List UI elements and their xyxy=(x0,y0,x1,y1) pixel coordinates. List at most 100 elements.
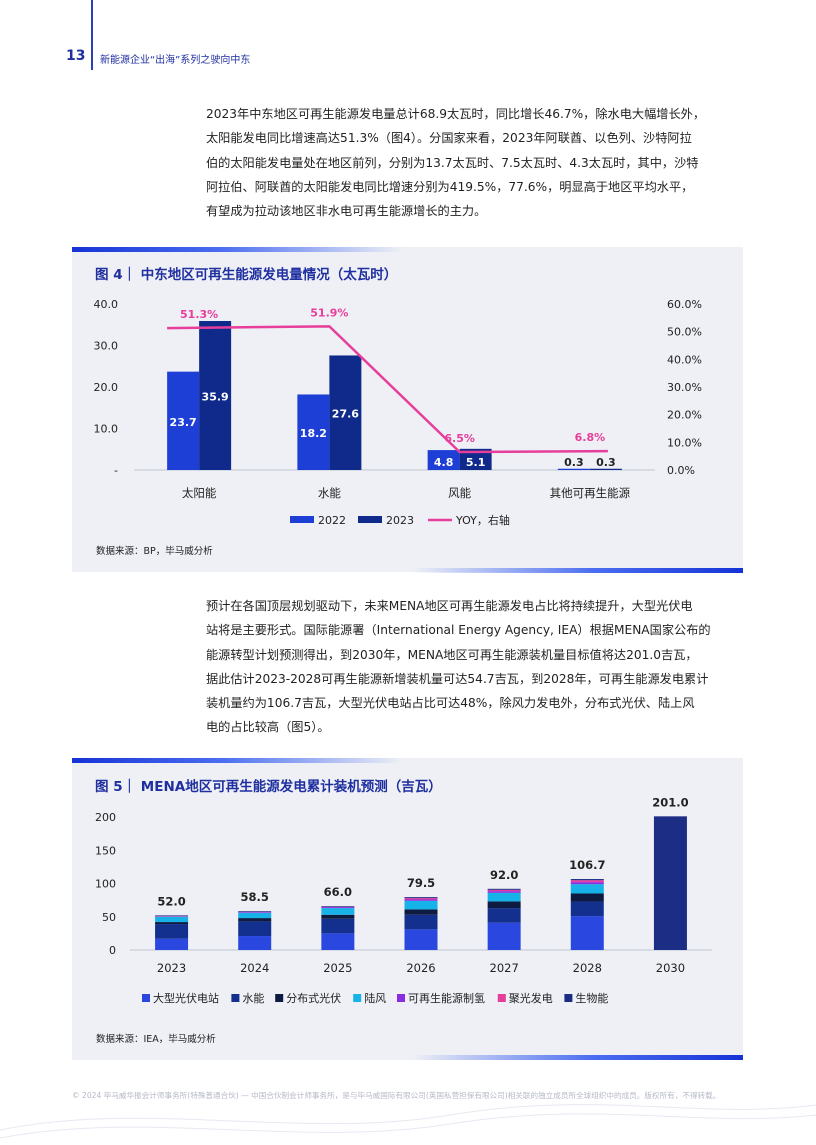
stack-segment-陆风 xyxy=(321,908,355,915)
bar-2023 xyxy=(589,468,622,470)
y2-tick-label: 10.0% xyxy=(667,436,702,449)
legend-label: 水能 xyxy=(242,991,264,1005)
x-category-label: 风能 xyxy=(448,486,471,500)
bar-2023 xyxy=(199,321,232,470)
paragraph-line: 伯的太阳能发电量处在地区前列，分别为13.7太瓦时、7.5太瓦时、4.3太瓦时，… xyxy=(206,155,699,170)
paragraph-2: 预计在各国顶层规划驱动下，未来MENA地区可再生能源发电占比将持续提升，大型光伏… xyxy=(206,594,742,740)
x-category-label: 水能 xyxy=(318,486,341,500)
stack-segment-生物能 xyxy=(570,879,604,881)
legend-label: 大型光伏电站 xyxy=(153,991,219,1005)
stack-segment-陆风 xyxy=(570,884,604,894)
stack-segment-分布式光伏 xyxy=(487,901,521,909)
x-category-label: 其他可再生能源 xyxy=(550,486,631,500)
total-label: 106.7 xyxy=(569,858,605,872)
legend-swatch xyxy=(353,994,362,1002)
legend-label: 陆风 xyxy=(364,991,386,1005)
bar-value-label: 35.9 xyxy=(202,391,229,404)
paragraph-1: 2023年中东地区可再生能源发电量总计68.9太瓦时，同比增长46.7%，除水电… xyxy=(206,102,742,223)
y-tick-label: 10.0 xyxy=(94,423,119,436)
x-category-label: 2024 xyxy=(240,961,269,975)
y2-tick-label: 50.0% xyxy=(667,326,702,339)
legend-swatch xyxy=(231,994,240,1002)
x-category-label: 2023 xyxy=(157,961,186,975)
stack-segment-生物能 xyxy=(238,911,272,912)
figure5-bottom-accent xyxy=(413,1055,743,1060)
stack-segment-大型光伏电站 xyxy=(321,933,355,950)
stack-segment-大型光伏电站 xyxy=(570,916,604,950)
total-label: 79.5 xyxy=(407,876,435,890)
y-tick-label: 50 xyxy=(102,911,116,924)
stack-segment-生物能 xyxy=(404,897,438,899)
legend-label-2022: 2022 xyxy=(318,514,346,527)
paragraph-line: 有望成为拉动该地区非水电可再生能源增长的主力。 xyxy=(206,204,487,219)
x-category-label: 2026 xyxy=(406,961,435,975)
figure5-top-accent xyxy=(72,758,402,763)
total-label: 92.0 xyxy=(490,868,518,882)
bar-2022 xyxy=(167,371,200,470)
figure5-source: 数据来源：IEA，毕马威分析 xyxy=(96,1034,216,1045)
y2-tick-label: 30.0% xyxy=(667,381,702,394)
stack-segment-水能 xyxy=(487,908,521,923)
paragraph-line: 能源转型计划预测得出，到2030年，MENA地区可再生能源装机量目标值将达201… xyxy=(206,647,698,662)
legend-label-yoy: YOY，右轴 xyxy=(455,513,510,527)
stack-segment-生物能 xyxy=(321,906,355,907)
stack-segment-水能 xyxy=(238,921,272,937)
y-tick-label: 0 xyxy=(109,944,116,957)
figure5-title: 图 5｜ MENA地区可再生能源发电累计装机预测（吉瓦） xyxy=(95,779,442,795)
legend-label-2023: 2023 xyxy=(386,514,414,527)
x-category-label: 太阳能 xyxy=(182,486,217,500)
stack-segment-水能 xyxy=(155,924,189,939)
header-rule xyxy=(91,0,93,70)
stack-segment-大型光伏电站 xyxy=(238,936,272,950)
legend-swatch xyxy=(142,994,150,1002)
stack-segment-分布式光伏 xyxy=(238,918,272,922)
paragraph-line: 太阳能发电同比增速高达51.3%（图4）。分国家来看，2023年阿联酋、以色列、… xyxy=(206,131,692,146)
yoy-data-label: 6.5% xyxy=(444,432,475,445)
stack-segment-生物能 xyxy=(487,888,521,890)
legend-label: 可再生能源制氢 xyxy=(408,991,485,1005)
paragraph-line: 预计在各国顶层规划驱动下，未来MENA地区可再生能源发电占比将持续提升，大型光伏… xyxy=(206,599,693,613)
stack-segment-分布式光伏 xyxy=(155,922,189,925)
figure4-title: 图 4｜ 中东地区可再生能源发电量情况（太瓦时） xyxy=(95,267,398,283)
figure4-chart: - 10.0 20.0 30.0 40.0 0.0% 10.0% 20.0% 30.0% 40.0… xyxy=(94,298,702,527)
stack-segment-陆风 xyxy=(487,892,521,902)
yoy-line xyxy=(167,325,608,454)
legend-label: 生物能 xyxy=(575,991,608,1005)
bar-2022 xyxy=(557,468,590,470)
legend-swatch xyxy=(275,994,284,1002)
figure5-chart: 0 50 100 150 200 52.0 2023 58.5 2024 66.0 2025 79.5… xyxy=(95,795,712,1005)
x-category-label: 2028 xyxy=(573,961,602,975)
legend-swatch xyxy=(397,994,405,1002)
y-tick-label: - xyxy=(114,464,118,477)
y2-tick-label: 60.0% xyxy=(667,298,702,311)
paragraph-line: 2023年中东地区可再生能源发电量总计68.9太瓦时，同比增长46.7%，除水电… xyxy=(206,107,706,121)
footer-copyright: © 2024 毕马威华振会计师事务所(特殊普通合伙) — 中国合伙制会计师事务所… xyxy=(72,1091,721,1100)
y-tick-label: 20.0 xyxy=(94,381,119,394)
bar-value-label: 4.8 xyxy=(434,456,454,469)
paragraph-line: 电的占比较高（图5）。 xyxy=(206,720,330,735)
stack-segment-分布式光伏 xyxy=(404,909,438,915)
y-tick-label: 150 xyxy=(95,844,116,857)
y-tick-label: 30.0 xyxy=(94,340,119,353)
stack-segment-可再生能源制氢 xyxy=(570,882,604,885)
running-title: 新能源企业“出海”系列之驶向中东 xyxy=(100,55,251,66)
x-category-label: 2027 xyxy=(490,961,519,975)
bar-value-label: 5.1 xyxy=(466,456,486,469)
stack-segment-水能 xyxy=(570,901,604,917)
bar-2023 xyxy=(459,448,492,470)
y2-tick-label: 20.0% xyxy=(667,409,702,422)
stack-segment-分布式光伏 xyxy=(570,893,604,902)
total-label: 58.5 xyxy=(241,890,269,904)
bar-value-label: 0.3 xyxy=(596,456,616,469)
paragraph-line: 阿拉伯、阿联酋的太阳能发电同比增速分别为419.5%，77.6%，明显高于地区平… xyxy=(206,179,694,194)
y-tick-label: 200 xyxy=(95,811,116,824)
stack-segment-陆风 xyxy=(404,900,438,910)
legend-label: 分布式光伏 xyxy=(286,991,341,1005)
decorative-wave xyxy=(0,1104,816,1139)
y2-tick-label: 40.0% xyxy=(667,353,702,366)
figure4-source: 数据来源：BP，毕马威分析 xyxy=(96,546,213,557)
legend-swatch-2022 xyxy=(290,516,314,523)
stack-segment-陆风 xyxy=(238,912,272,919)
bar-value-label: 18.2 xyxy=(300,427,327,440)
stack-segment-可再生能源制氢 xyxy=(404,899,438,901)
